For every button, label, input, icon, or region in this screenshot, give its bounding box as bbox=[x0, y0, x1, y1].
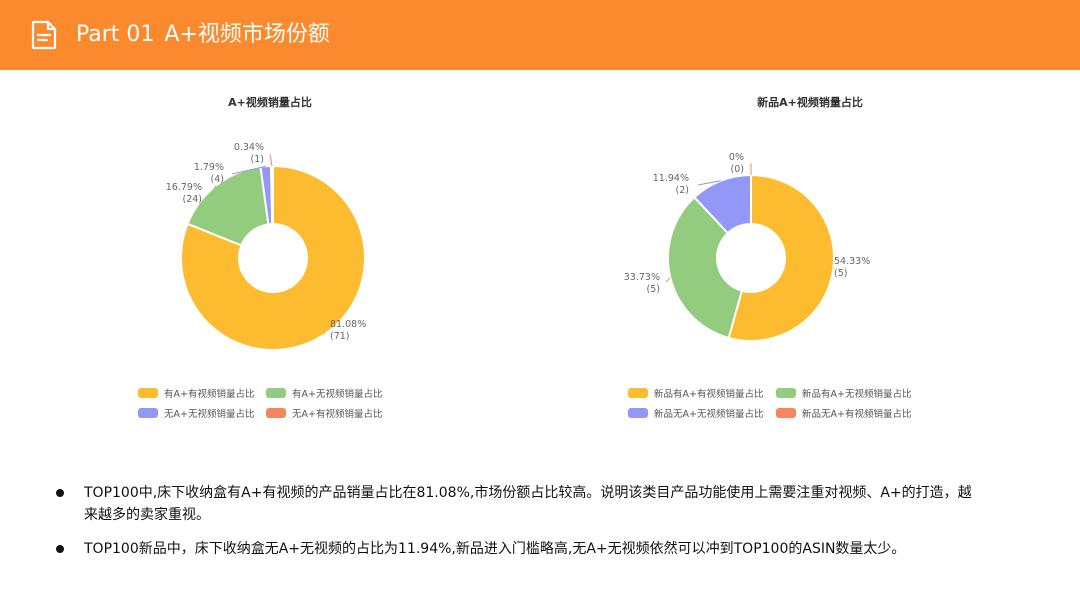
slice-count-label: (1) bbox=[251, 154, 264, 165]
legend-label: 新品无A+有视频销量占比 bbox=[802, 409, 912, 420]
slice-percent-label: 11.94% bbox=[653, 173, 689, 184]
pie-slice bbox=[667, 195, 744, 340]
page-title: Part 01 A+视频市场份额 bbox=[76, 22, 330, 47]
legend-label: 有A+无视频销量占比 bbox=[292, 389, 383, 400]
slice-percent-label: 0.34% bbox=[234, 142, 264, 153]
legend-swatch bbox=[266, 408, 286, 418]
slice-count-label: (5) bbox=[647, 284, 660, 295]
donut-chart: 54.33%(5)33.73%(5)11.94%(2)0%(0) bbox=[624, 152, 870, 342]
pie-slice bbox=[186, 165, 270, 247]
legend-swatch bbox=[138, 388, 158, 398]
slice-percent-label: 0% bbox=[729, 152, 744, 163]
legend-item: 新品无A+有视频销量占比 bbox=[776, 408, 911, 421]
legend-label: 有A+有视频销量占比 bbox=[164, 389, 255, 400]
legend-swatch bbox=[628, 388, 648, 398]
chart-panel: 新品A+视频销量占比 54.33% (5) 33.73% (5) 11.94% (2) 0%… bbox=[540, 86, 1080, 436]
slice-count-label: (2) bbox=[676, 185, 689, 196]
document-icon bbox=[31, 20, 57, 50]
legend-swatch bbox=[628, 408, 648, 418]
legend-label: 新品有A+有视频销量占比 bbox=[654, 389, 764, 400]
legend-swatch bbox=[776, 408, 796, 418]
legend-item: 无A+有视频销量占比 bbox=[266, 408, 382, 421]
leader-line bbox=[697, 180, 721, 186]
donut-chart: 81.08%(71) 16.79%(24) 1.79%(4) 0.34%(1) bbox=[166, 142, 366, 351]
leader-line bbox=[832, 267, 835, 270]
legend-label: 新品有A+无视频销量占比 bbox=[802, 389, 912, 400]
pie-slice bbox=[269, 164, 274, 226]
slice-count-label: (5) bbox=[834, 268, 847, 279]
pie-slice bbox=[692, 173, 752, 235]
chart-title: A+视频销量占比 bbox=[228, 96, 312, 109]
chart-title: 新品A+视频销量占比 bbox=[757, 96, 863, 109]
legend-label: 无A+有视频销量占比 bbox=[292, 409, 383, 420]
leader-line bbox=[211, 185, 217, 193]
leader-line bbox=[319, 321, 326, 335]
slice-percent-label: 1.79% bbox=[194, 162, 224, 173]
slice-percent-label: 16.79% bbox=[166, 182, 202, 193]
legend-swatch bbox=[138, 408, 158, 418]
slice-count-label: (71) bbox=[330, 331, 350, 342]
legend-item: 新品有A+无视频销量占比 bbox=[776, 388, 911, 401]
leader-line bbox=[269, 153, 273, 167]
legend-label: 无A+无视频销量占比 bbox=[164, 409, 255, 420]
header-bar: Part 01 A+视频市场份额 bbox=[0, 0, 1080, 70]
slice-count-label: (4) bbox=[211, 174, 224, 185]
legend-item: 有A+有视频销量占比 bbox=[138, 388, 254, 401]
pie-slice bbox=[180, 164, 366, 351]
legend-item: 无A+无视频销量占比 bbox=[138, 408, 254, 421]
notes-list: TOP100中,床下收纳盒有A+有视频的产品销量占比在81.08%,市场份额占比… bbox=[56, 482, 982, 572]
leader-line bbox=[665, 277, 671, 283]
bullet-dot bbox=[56, 489, 64, 497]
chart-panel: A+视频销量占比 81.08% (71) 16.79% (24) 1.79% (4) 0.3… bbox=[0, 86, 540, 436]
bullet-dot bbox=[56, 545, 64, 553]
note-item: TOP100新品中，床下收纳盒无A+无视频的占比为11.94%,新品进入门槛略高… bbox=[56, 538, 982, 560]
slice-count-label: (24) bbox=[182, 194, 202, 205]
leader-line bbox=[750, 163, 752, 175]
legend-item: 新品有A+有视频销量占比 bbox=[628, 388, 763, 401]
legend-item: 有A+无视频销量占比 bbox=[266, 388, 382, 401]
legend-swatch bbox=[266, 388, 286, 398]
slice-percent-label: 54.33% bbox=[834, 256, 870, 267]
pie-slice bbox=[727, 173, 835, 342]
legend-item: 新品无A+无视频销量占比 bbox=[628, 408, 763, 421]
slice-count-label: (0) bbox=[731, 164, 744, 175]
note-item: TOP100中,床下收纳盒有A+有视频的产品销量占比在81.08%,市场份额占比… bbox=[56, 482, 982, 526]
leader-line bbox=[231, 165, 266, 175]
legend-label: 新品无A+无视频销量占比 bbox=[654, 409, 764, 420]
legend-swatch bbox=[776, 388, 796, 398]
slice-percent-label: 81.08% bbox=[330, 319, 366, 330]
slice-percent-label: 33.73% bbox=[624, 272, 660, 283]
